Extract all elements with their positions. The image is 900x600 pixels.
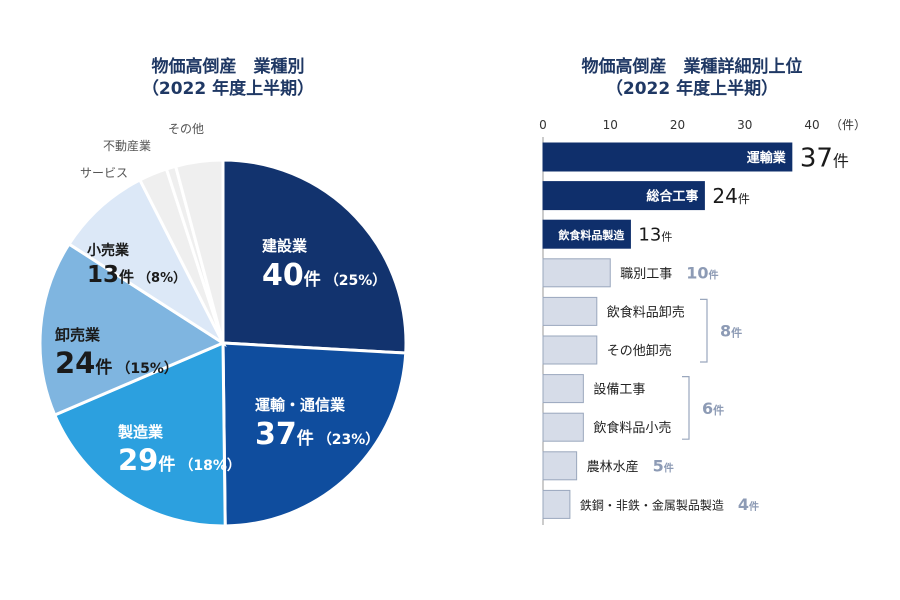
bar-8 bbox=[542, 451, 578, 481]
pie-label-value-2: 29件 （18%） bbox=[118, 443, 241, 477]
bar-0 bbox=[542, 142, 793, 172]
bar-7 bbox=[542, 412, 584, 442]
pie-chart: 建設業 40件 （25%） 運輸・通信業 37件 （23%） 製造業 29件 （18%） 卸売業 2… bbox=[38, 122, 408, 528]
pie-label-name-1: 運輸・通信業 bbox=[255, 396, 346, 414]
bar-count-label-0: 37件 bbox=[800, 143, 849, 173]
pie-slice-1 bbox=[221, 341, 408, 528]
pie-slice-0 bbox=[221, 158, 408, 355]
pie-label-value-0: 40件 （25%） bbox=[262, 258, 386, 293]
x-tick-label-3: 30 bbox=[737, 118, 752, 132]
bar-category-label-9: 鉄鋼・非鉄・金属製品製造 bbox=[580, 497, 724, 512]
group-bracket-0 bbox=[700, 298, 708, 363]
pie-slice-7 bbox=[173, 158, 225, 344]
bar-count-label-1: 24件 bbox=[712, 184, 749, 208]
pie-title: 物価高倒産 業種別 bbox=[152, 56, 305, 77]
bar-subtitle: （2022 年度上半期） bbox=[606, 78, 778, 99]
group-count-label-0: 8件 bbox=[720, 322, 742, 341]
pie-outer-label-5: サービス bbox=[80, 166, 128, 180]
x-axis-unit: （件） bbox=[830, 118, 866, 132]
bar-4 bbox=[542, 296, 598, 326]
pie-label-name-2: 製造業 bbox=[117, 423, 164, 441]
pie-slice-2 bbox=[52, 340, 227, 528]
bar-1 bbox=[542, 181, 705, 211]
pie-label-name-0: 建設業 bbox=[262, 237, 308, 255]
group-bracket-1 bbox=[682, 376, 690, 440]
bar-category-label-8: 農林水産 bbox=[587, 459, 639, 475]
bar-2 bbox=[542, 219, 631, 249]
bar-6 bbox=[542, 374, 584, 404]
pie-subtitle: （2022 年度上半期） bbox=[142, 78, 314, 99]
pie-slice-4 bbox=[66, 177, 227, 348]
pie-slice-3 bbox=[38, 241, 227, 417]
bar-3 bbox=[542, 258, 611, 288]
bar-category-label-7: 飲食料品小売 bbox=[593, 420, 671, 436]
pie-label-name-3: 卸売業 bbox=[55, 326, 101, 344]
group-count-label-1: 6件 bbox=[702, 399, 724, 418]
pie-label-value-4: 13件 （8%） bbox=[87, 262, 186, 288]
bar-category-label-2: 飲食料品製造 bbox=[557, 228, 625, 242]
bar-category-label-5: その他卸売 bbox=[607, 343, 672, 359]
bar-count-label-8: 5件 bbox=[653, 457, 674, 476]
x-tick-label-1: 10 bbox=[603, 118, 618, 132]
pie-label-value-3: 24件 （15%） bbox=[55, 346, 178, 380]
bar-9 bbox=[542, 489, 571, 519]
bar-category-label-0: 運輸業 bbox=[747, 150, 787, 166]
x-tick-label-4: 40 bbox=[804, 118, 819, 132]
pie-label-name-4: 小売業 bbox=[87, 242, 130, 259]
bar-count-label-3: 10件 bbox=[686, 264, 718, 283]
bar-title: 物価高倒産 業種詳細別上位 bbox=[582, 56, 803, 77]
x-tick-label-2: 20 bbox=[670, 118, 685, 132]
pie-outer-label-6: 不動産業 bbox=[103, 138, 151, 153]
bar-category-label-6: 設備工事 bbox=[593, 382, 645, 398]
bar-count-label-9: 4件 bbox=[738, 495, 759, 514]
bar-5 bbox=[542, 335, 598, 365]
bar-count-label-2: 13件 bbox=[638, 225, 672, 246]
x-tick-label-0: 0 bbox=[539, 118, 547, 132]
bar-category-label-1: 総合工事 bbox=[646, 189, 698, 205]
bar-category-label-4: 飲食料品卸売 bbox=[607, 304, 685, 320]
pie-outer-label-7: その他 bbox=[168, 122, 204, 136]
bar-category-label-3: 職別工事 bbox=[620, 267, 672, 282]
pie-label-value-1: 37件 （23%） bbox=[255, 417, 379, 452]
